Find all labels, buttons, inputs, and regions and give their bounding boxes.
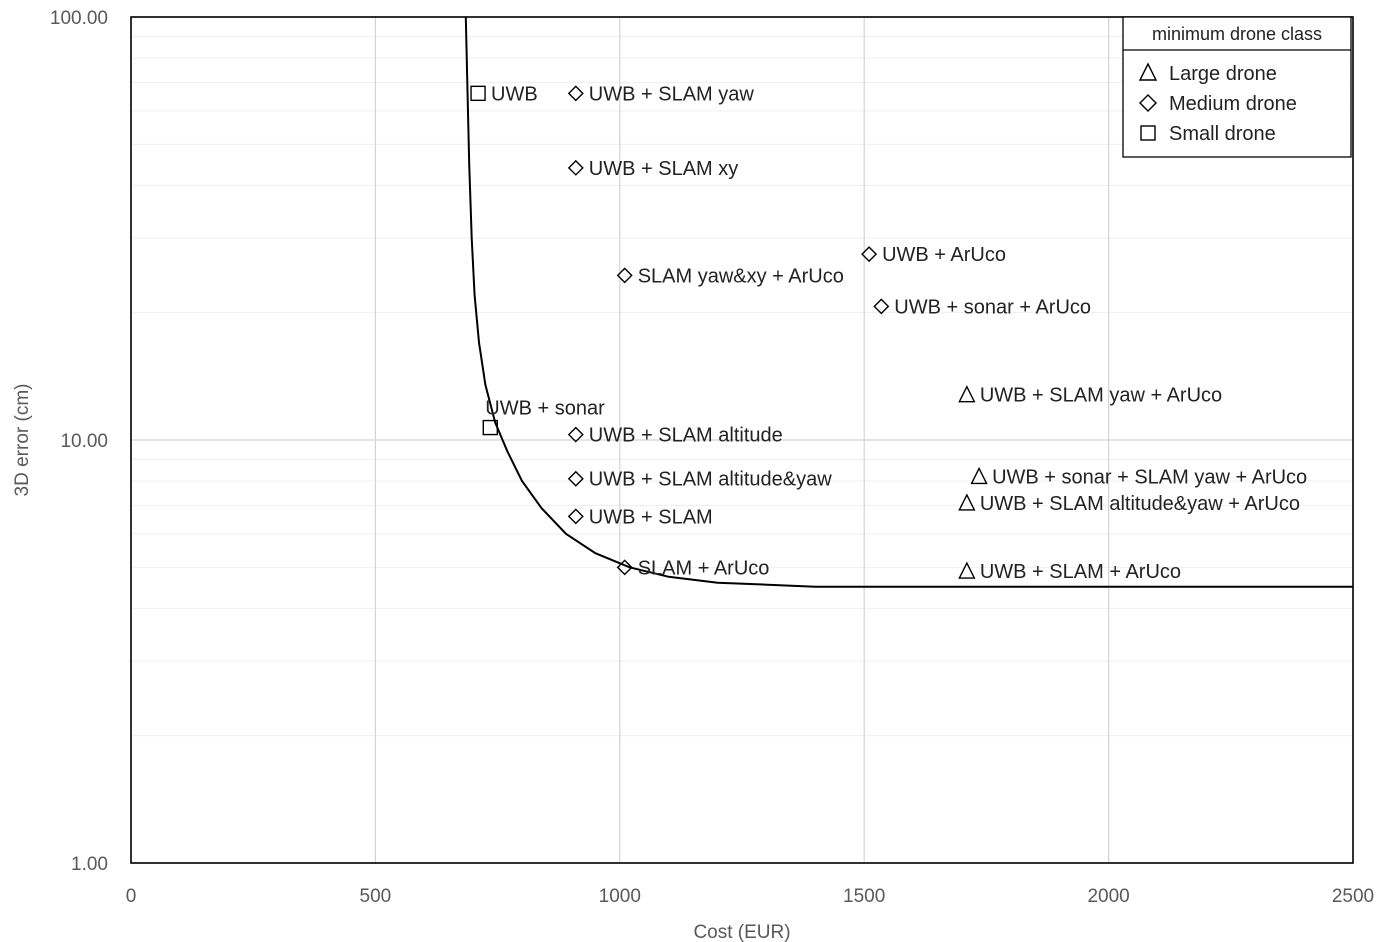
y-tick-label: 10.00 — [60, 431, 108, 452]
point-marker-triangle — [958, 561, 976, 579]
legend-title: minimum drone class — [1152, 24, 1322, 44]
y-tick-label: 100.00 — [50, 8, 108, 29]
point-label: SLAM yaw&xy + ArUco — [638, 265, 844, 287]
point-marker-triangle — [970, 466, 988, 485]
point-label: UWB + sonar — [485, 398, 605, 420]
x-tick-label: 2000 — [1087, 886, 1129, 907]
point-marker-square — [470, 85, 486, 102]
point-marker-diamond — [861, 246, 878, 263]
data-points: UWB UWB + sonar UWB + SLAM yaw UWB + SLAM x… — [470, 83, 1307, 583]
point-label: UWB + sonar + ArUco — [894, 296, 1091, 318]
legend-triangle-icon — [1138, 62, 1158, 81]
point-marker-diamond — [567, 508, 584, 525]
legend-label-medium: Medium drone — [1169, 93, 1297, 115]
point-label: UWB + SLAM xy — [589, 158, 738, 180]
y-tick-label: 1.00 — [71, 854, 108, 875]
point-marker-diamond — [567, 85, 584, 102]
legend-label-small: Small drone — [1169, 123, 1276, 145]
legend-box — [1122, 16, 1352, 158]
point-label: UWB + ArUco — [882, 244, 1006, 266]
legend-label-large: Large drone — [1169, 63, 1277, 85]
point-marker-triangle — [958, 493, 976, 511]
point-marker-triangle — [958, 385, 976, 403]
point-label: UWB + SLAM yaw + ArUco — [980, 385, 1222, 407]
point-label: UWB + SLAM + ArUco — [980, 561, 1181, 583]
x-tick-label: 500 — [360, 886, 392, 907]
x-tick-label: 1000 — [599, 886, 641, 907]
y-axis-ticks: 1.00 10.00 100.00 — [50, 8, 108, 875]
point-label: UWB — [491, 83, 538, 105]
legend: minimum drone class Large drone Medium d… — [1122, 16, 1352, 158]
point-marker-square — [482, 419, 498, 436]
x-tick-label: 0 — [126, 886, 137, 907]
pareto-frontier-curve — [464, 16, 1353, 588]
point-marker-diamond — [567, 159, 584, 176]
point-label: UWB + SLAM altitude&yaw + ArUco — [980, 493, 1300, 515]
x-tick-label: 2500 — [1332, 886, 1374, 907]
point-label: UWB + SLAM altitude — [589, 425, 783, 447]
x-tick-label: 1500 — [843, 886, 885, 907]
point-marker-diamond — [616, 267, 633, 284]
plot-frame — [130, 16, 1354, 864]
point-label: UWB + sonar + SLAM yaw + ArUco — [992, 466, 1307, 488]
point-marker-diamond — [567, 426, 584, 443]
point-marker-diamond — [873, 298, 890, 315]
legend-diamond-icon — [1139, 94, 1157, 112]
point-label: UWB + SLAM yaw — [589, 83, 755, 105]
legend-square-icon — [1140, 125, 1156, 141]
point-label: UWB + SLAM — [589, 506, 713, 528]
x-axis-title: Cost (EUR) — [693, 922, 790, 942]
x-axis-ticks: 0 500 1000 1500 2000 2500 — [126, 886, 1374, 907]
point-label: SLAM + ArUco — [638, 557, 770, 579]
y-axis-title: 3D error (cm) — [12, 384, 33, 497]
point-marker-diamond — [616, 559, 633, 576]
point-label: UWB + SLAM altitude&yaw — [589, 469, 832, 491]
point-marker-diamond — [567, 470, 584, 487]
